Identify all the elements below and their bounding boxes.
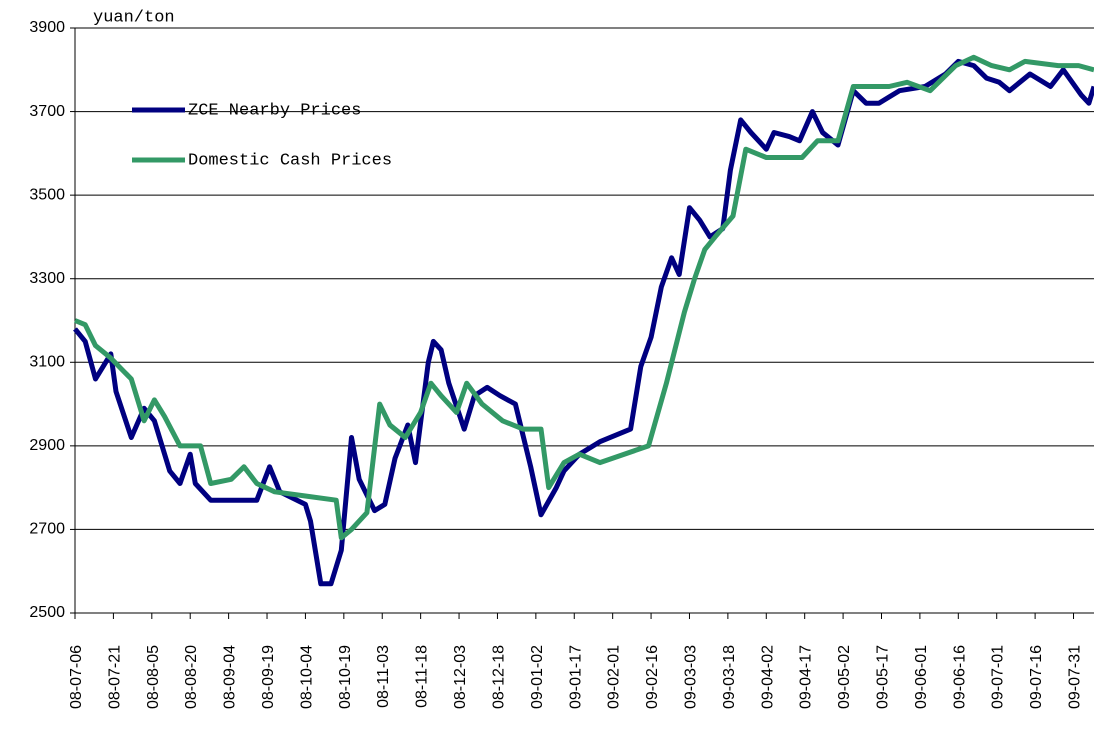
x-tick-label: 09-06-01 [913,645,930,709]
x-tick-label: 08-07-21 [106,645,123,709]
x-tick-label: 09-05-17 [874,645,891,709]
x-tick-label: 09-07-31 [1067,645,1084,709]
legend-label: Domestic Cash Prices [188,151,392,170]
x-tick-label: 09-07-01 [990,645,1007,709]
x-tick-label: 09-01-02 [529,645,546,709]
x-tick-label: 08-12-18 [490,645,507,709]
x-tick-label: 08-10-19 [337,645,354,709]
x-tick-label: 09-02-01 [606,645,623,709]
x-tick-label: 08-08-20 [183,645,200,709]
x-tick-label: 09-01-17 [567,645,584,709]
line-series [74,54,1094,541]
y-tick-label: 3700 [29,103,65,120]
x-tick-label: 08-12-03 [452,645,469,709]
y-tick-label: 2700 [29,521,65,538]
y-tick-label: 3900 [29,19,65,36]
x-tick-label: 09-03-03 [682,645,699,709]
x-tick-label: 09-06-16 [951,645,968,709]
x-tick-label: 08-07-06 [68,645,85,709]
x-tick-label: 08-09-19 [260,645,277,709]
x-tick-label: 08-08-05 [145,645,162,709]
y-tick-label: 3500 [29,186,65,203]
y-tick-label: 3300 [29,270,65,287]
y-tick-label: 2900 [29,437,65,454]
x-tick-label: 09-04-02 [759,645,776,709]
legend-label: ZCE Nearby Prices [188,101,361,120]
x-tick-label: 08-09-04 [222,645,239,709]
x-tick-label: 08-10-04 [298,645,315,709]
line-series [73,58,1094,587]
y-tick-label: 3100 [29,354,65,371]
x-tick-label: 09-04-17 [798,645,815,709]
x-tick-label: 09-03-18 [721,645,738,709]
x-tick-label: 09-07-16 [1028,645,1045,709]
x-tick-label: 08-11-18 [414,645,431,708]
y-tick-label: 2500 [29,604,65,621]
x-tick-label: 09-05-02 [836,645,853,709]
x-tick-label: 08-11-03 [375,645,392,708]
x-tick-label: 09-02-16 [644,645,661,709]
y-axis-unit: yuan/ton [93,8,175,27]
